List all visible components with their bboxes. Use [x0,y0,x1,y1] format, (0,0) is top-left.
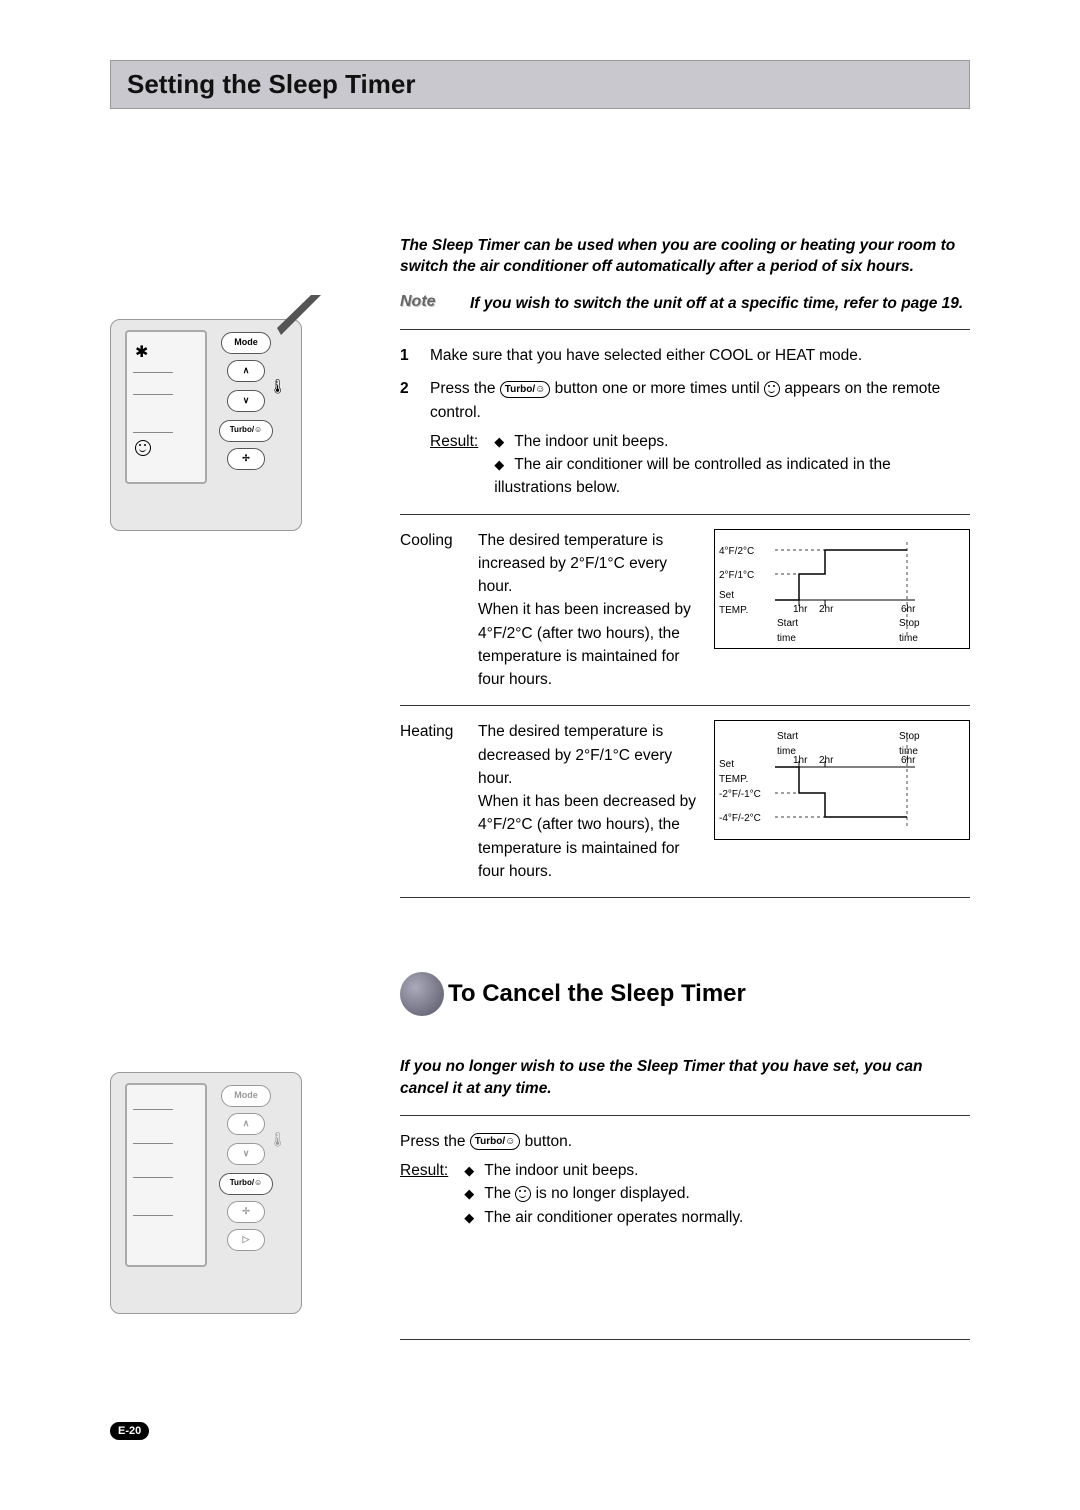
cancel-section: Mode ∧ ∨ 🌡 Turbo/☺ ✢ ▷ To Cancel the Sle… [110,972,970,1354]
result-item: The air conditioner operates normally. [464,1206,743,1229]
direction-button: ▷ [227,1229,265,1251]
heating-chart: Set TEMP. -2°F/-1°C -4°F/-2°C 1hr [714,720,970,883]
sleep-icon [135,440,151,456]
page: Setting the Sleep Timer ✱ Mode ∧ ∨ 🌡 Tur… [0,0,1080,1510]
callout-arrow [261,290,331,340]
result-item: The air conditioner will be controlled a… [494,453,970,500]
cancel-badge-icon [400,972,444,1016]
result-list: The indoor unit beeps. The is no longer … [464,1159,743,1229]
turbo-button-inline: Turbo/☺ [500,381,551,398]
divider [400,1339,970,1340]
turbo-button-inline: Turbo/☺ [470,1133,521,1150]
result-item: The is no longer displayed. [464,1182,743,1205]
down-button: ∨ [227,390,265,412]
step-number: 2 [400,377,412,499]
page-number: E-20 [110,1422,149,1440]
divider [400,705,970,706]
divider [400,897,970,898]
thermometer-icon: 🌡 [269,378,287,395]
cooling-chart: 4°F/2°C 2°F/1°C Set TEMP. 1hr [714,529,970,692]
sleep-icon [515,1186,531,1202]
remote-illustration-2: Mode ∧ ∨ 🌡 Turbo/☺ ✢ ▷ [110,1072,302,1314]
right-column: The Sleep Timer can be used when you are… [400,219,970,912]
cancel-intro: If you no longer wish to use the Sleep T… [400,1056,970,1099]
cooling-block: Cooling The desired temperature is incre… [400,529,970,692]
note-text: If you wish to switch the unit off at a … [470,293,963,315]
cancel-title-row: To Cancel the Sleep Timer [400,972,970,1016]
mode-button: Mode [221,1085,271,1107]
divider [400,329,970,330]
result-label: Result: [430,430,478,500]
left-column: ✱ Mode ∧ ∨ 🌡 Turbo/☺ ✢ [110,219,370,912]
snowflake-icon: ✱ [135,342,148,362]
remote-illustration-1: ✱ Mode ∧ ∨ 🌡 Turbo/☺ ✢ [110,319,302,531]
swing-button: ✢ [227,1201,265,1223]
step-1: 1 Make sure that you have selected eithe… [400,344,970,367]
cancel-title: To Cancel the Sleep Timer [448,980,746,1008]
divider [400,514,970,515]
turbo-button: Turbo/☺ [219,1173,273,1195]
step-2: 2 Press the Turbo/☺ button one or more t… [400,377,970,499]
result-list: The indoor unit beeps. The air condition… [494,430,970,500]
down-button: ∨ [227,1143,265,1165]
step2-result: Result: The indoor unit beeps. The air c… [430,430,970,500]
swing-button: ✢ [227,448,265,470]
up-button: ∧ [227,1113,265,1135]
intro-text: The Sleep Timer can be used when you are… [400,235,970,278]
title-bar: Setting the Sleep Timer [110,60,970,109]
result-label: Result: [400,1159,448,1229]
divider [400,1115,970,1116]
page-title: Setting the Sleep Timer [127,69,953,100]
note-label: Note [400,293,446,315]
mode-desc: The desired temperature is increased by … [478,529,698,692]
step-body: Make sure that you have selected either … [430,344,970,367]
mode-label: Cooling [400,529,462,692]
up-button: ∧ [227,360,265,382]
note-row: Note If you wish to switch the unit off … [400,293,970,315]
result-item: The indoor unit beeps. [464,1159,743,1182]
remote-screen: ✱ [125,330,207,484]
mode-desc: The desired temperature is decreased by … [478,720,698,883]
sleep-icon [764,381,780,397]
step-body: Press the Turbo/☺ button one or more tim… [430,377,970,499]
turbo-button: Turbo/☺ [219,420,273,442]
main-content: ✱ Mode ∧ ∨ 🌡 Turbo/☺ ✢ The Sleep Timer c… [110,219,970,912]
heating-block: Heating The desired temperature is decre… [400,720,970,883]
step-number: 1 [400,344,412,367]
cancel-result: Result: The indoor unit beeps. The is no… [400,1159,970,1229]
mode-label: Heating [400,720,462,883]
remote-screen [125,1083,207,1267]
cancel-press: Press the Turbo/☺ button. Result: The in… [400,1130,970,1229]
thermometer-icon: 🌡 [269,1131,287,1148]
result-item: The indoor unit beeps. [494,430,970,453]
